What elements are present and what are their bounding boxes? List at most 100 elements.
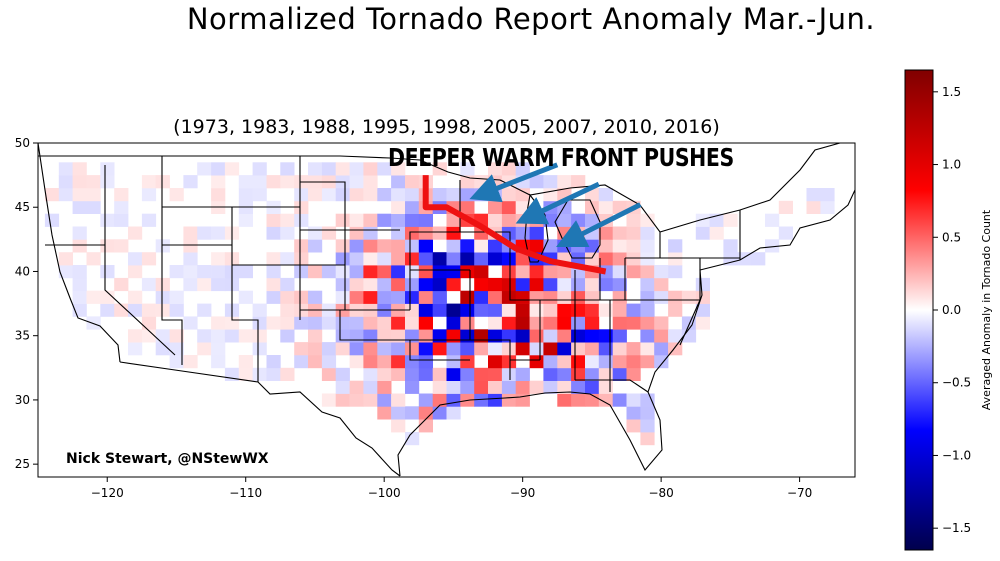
grid-cell xyxy=(585,342,600,356)
grid-cell xyxy=(585,355,600,369)
grid-cell xyxy=(585,290,600,304)
axes-frame xyxy=(37,142,856,478)
grid-cell xyxy=(460,252,475,266)
grid-cell xyxy=(321,393,337,407)
grid-cell xyxy=(294,290,309,304)
grid-cell xyxy=(515,342,530,356)
grid-cell xyxy=(377,239,392,253)
grid-cell xyxy=(585,367,600,381)
grid-cell xyxy=(446,329,461,343)
grid-cell xyxy=(377,162,392,176)
grid-cell xyxy=(488,316,503,330)
grid-cell xyxy=(612,367,627,381)
grid-cell xyxy=(100,175,115,189)
grid-cell xyxy=(335,367,350,381)
grid-cell xyxy=(349,380,364,394)
grid-cell xyxy=(183,175,198,189)
grid-cell xyxy=(169,355,184,369)
grid-cell xyxy=(349,252,364,266)
grid-cell xyxy=(266,355,281,369)
grid-cell xyxy=(571,367,586,381)
grid-cell xyxy=(418,290,433,304)
grid-cell xyxy=(377,367,392,381)
grid-cell xyxy=(668,290,683,304)
colorbar-tick-label: −0.5 xyxy=(942,376,971,390)
grid-cell xyxy=(211,355,226,369)
grid-cell xyxy=(474,380,489,394)
y-tick-label: 35 xyxy=(15,329,30,343)
grid-cell xyxy=(183,316,198,330)
grid-cell xyxy=(460,316,475,330)
grid-cell xyxy=(529,316,544,330)
grid-cell xyxy=(626,213,641,227)
grid-cell xyxy=(363,355,378,369)
grid-cell xyxy=(197,265,212,279)
map-boundaries xyxy=(38,143,855,477)
grid-cell xyxy=(335,188,350,202)
grid-cell xyxy=(405,213,420,227)
x-tick-label: −80 xyxy=(648,486,673,500)
grid-cell xyxy=(335,239,350,253)
grid-cell xyxy=(391,367,406,381)
grid-cell xyxy=(557,316,572,330)
grid-cell xyxy=(377,316,392,330)
grid-cell xyxy=(598,188,613,202)
grid-cell xyxy=(100,290,115,304)
grid-cell xyxy=(100,162,115,176)
colorbar-tick-label: −1.5 xyxy=(942,521,971,535)
grid-cell xyxy=(128,329,143,343)
grid-cell xyxy=(128,290,143,304)
grid-cell xyxy=(571,316,586,330)
grid-cell xyxy=(86,290,101,304)
grid-cell xyxy=(571,213,586,227)
grid-cell xyxy=(294,316,309,330)
grid-cell xyxy=(515,188,530,202)
grid-cell xyxy=(155,342,170,356)
grid-cell xyxy=(501,329,517,343)
grid-cell xyxy=(100,303,115,317)
grid-cell xyxy=(418,303,433,317)
grid-cell xyxy=(446,213,461,227)
grid-cell xyxy=(391,175,406,189)
grid-cell xyxy=(405,355,420,369)
grid-cell xyxy=(266,290,281,304)
grid-cell xyxy=(543,329,558,343)
grid-cell xyxy=(294,355,309,369)
grid-cell xyxy=(141,277,157,292)
grid-cell xyxy=(557,380,572,394)
grid-cell xyxy=(640,355,655,369)
coastline-gulf xyxy=(397,189,855,477)
grid-cell xyxy=(654,265,669,279)
grid-cell xyxy=(141,303,157,317)
grid-cell xyxy=(294,342,309,356)
grid-cell xyxy=(432,265,447,279)
grid-cell xyxy=(612,239,627,253)
grid-cell xyxy=(266,277,281,292)
grid-cell xyxy=(598,355,613,369)
grid-cell xyxy=(432,303,447,317)
grid-cell xyxy=(432,342,447,356)
grid-cell xyxy=(141,316,157,330)
grid-cell xyxy=(280,329,295,343)
grid-cell xyxy=(72,290,87,304)
grid-cell xyxy=(626,406,641,420)
grid-cell xyxy=(432,226,447,240)
grid-cell xyxy=(391,277,406,292)
grid-cell xyxy=(501,200,517,214)
grid-cell xyxy=(377,277,392,292)
grid-cell xyxy=(363,393,378,407)
grid-cell xyxy=(294,200,309,214)
grid-cell xyxy=(529,290,544,304)
grid-cell xyxy=(391,162,406,176)
grid-cell xyxy=(238,188,253,202)
grid-cell xyxy=(585,380,600,394)
grid-cell xyxy=(377,329,392,343)
grid-cell xyxy=(211,252,226,266)
grid-cell xyxy=(335,265,350,279)
grid-cell xyxy=(280,316,295,330)
grid-cell xyxy=(460,188,475,202)
grid-cell xyxy=(474,290,489,304)
grid-cell xyxy=(308,329,323,343)
grid-cell xyxy=(238,367,253,381)
grid-cell xyxy=(155,290,170,304)
